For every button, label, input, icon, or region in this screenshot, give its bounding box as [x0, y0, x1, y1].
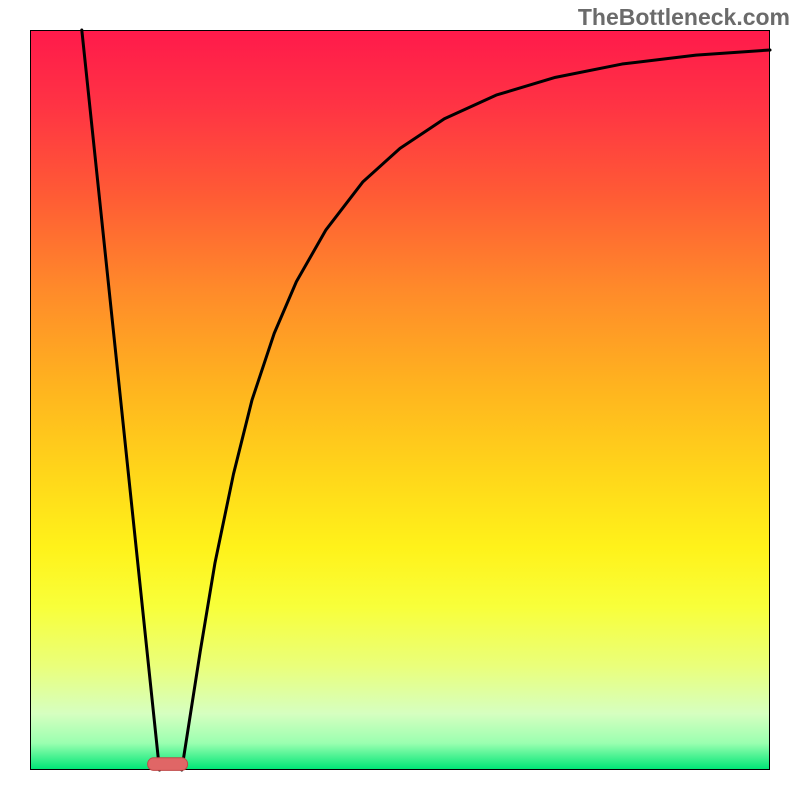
bottleneck-chart: [0, 0, 800, 800]
chart-container: TheBottleneck.com: [0, 0, 800, 800]
watermark-text: TheBottleneck.com: [578, 4, 790, 31]
